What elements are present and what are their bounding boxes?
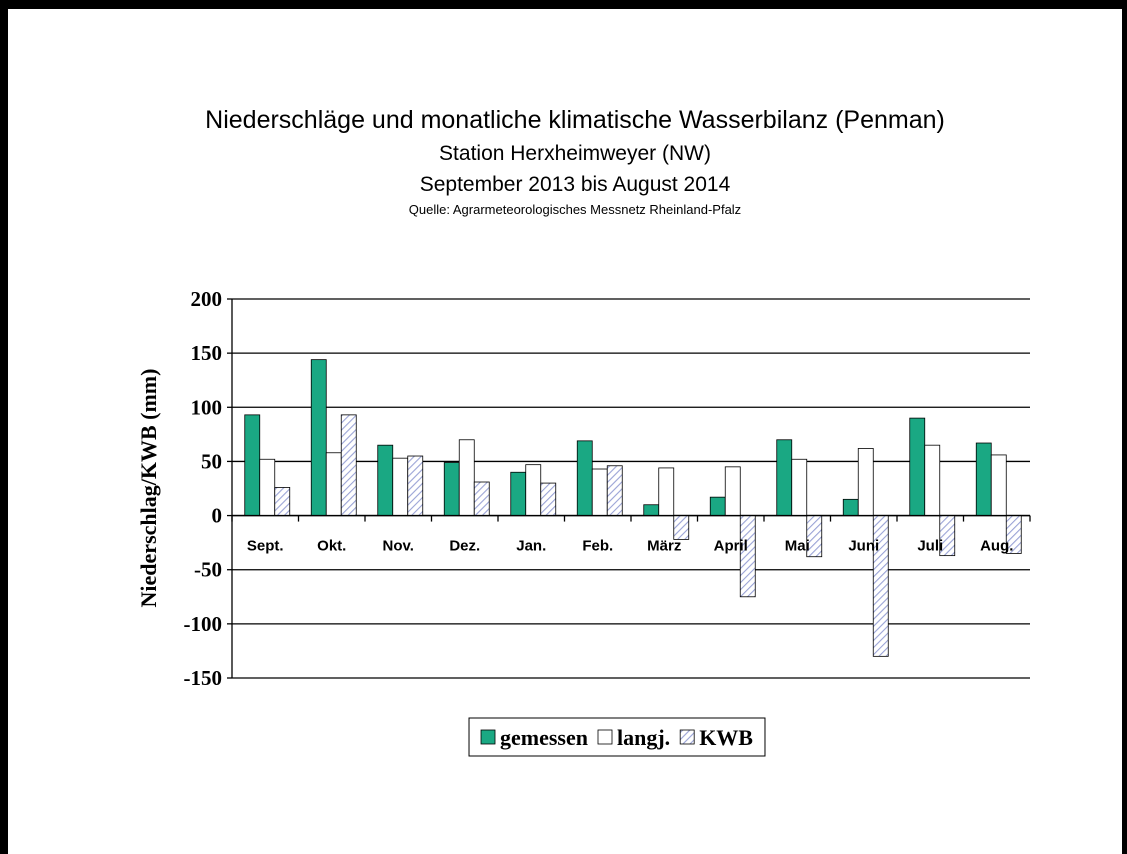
bar [591, 468, 608, 516]
bar [325, 452, 342, 516]
bar [392, 457, 409, 516]
x-tick-label: Juni [848, 538, 879, 555]
bar [673, 515, 690, 540]
bar [739, 515, 756, 598]
y-tick-label: 0 [212, 504, 223, 528]
bar [791, 458, 808, 516]
frame-top [0, 0, 1127, 9]
legend-box [468, 717, 766, 757]
bar [606, 465, 623, 516]
bar [975, 442, 992, 516]
bar [776, 439, 793, 516]
y-tick-label: -50 [194, 558, 222, 582]
legend-swatch [480, 729, 496, 745]
y-tick-label: -150 [184, 666, 223, 690]
x-tick-label: Jan. [516, 538, 546, 555]
y-axis-label: Niederschlag/KWB (mm) [136, 369, 161, 608]
bar [658, 467, 675, 516]
bar [990, 454, 1007, 516]
y-tick-label: 100 [191, 395, 223, 419]
bar [576, 440, 593, 516]
chart-title: Niederschläge und monatliche klimatische… [205, 106, 945, 134]
bar [924, 444, 941, 516]
x-tick-label: Mai [785, 538, 810, 555]
bar [244, 414, 261, 516]
bar [857, 448, 874, 516]
bar [274, 487, 291, 516]
legend-label: langj. [617, 725, 670, 750]
legend-label: gemessen [500, 725, 588, 750]
bar [724, 466, 741, 516]
x-tick-label: März [647, 538, 681, 555]
x-tick-label: Okt. [317, 538, 346, 555]
bar [525, 464, 542, 516]
bar [510, 471, 527, 516]
bar [458, 439, 475, 516]
frame-right [1122, 0, 1127, 854]
bar [443, 462, 460, 516]
bar [407, 455, 424, 516]
x-tick-label: Sept. [247, 538, 284, 555]
x-tick-label: Nov. [383, 538, 414, 555]
bar [842, 498, 859, 516]
x-tick-label: Aug. [980, 538, 1013, 555]
x-tick-label: Juli [917, 538, 943, 555]
legend-swatch [679, 729, 695, 745]
y-tick-label: 200 [191, 287, 223, 311]
y-tick-label: 50 [201, 449, 222, 473]
source: Quelle: Agrarmeteorologisches Messnetz R… [409, 202, 741, 217]
bar [473, 481, 490, 516]
y-tick-label: 150 [191, 341, 223, 365]
x-tick-label: Dez. [449, 538, 480, 555]
subtitle: Station Herxheimweyer (NW) [439, 142, 711, 165]
bar [909, 417, 926, 516]
bar [340, 414, 357, 516]
legend: gemessen langj. KWB [468, 717, 766, 757]
legend-swatch [597, 729, 613, 745]
x-tick-label: April [714, 538, 748, 555]
frame-left [0, 0, 8, 854]
legend-label: KWB [699, 725, 753, 750]
y-tick-label: -100 [184, 612, 223, 636]
bar [540, 482, 557, 516]
bar [259, 458, 276, 516]
bar [643, 504, 660, 516]
x-tick-label: Feb. [582, 538, 613, 555]
bar [709, 496, 726, 516]
bar [377, 444, 394, 516]
bar [310, 359, 327, 516]
subtitle: September 2013 bis August 2014 [420, 173, 731, 196]
